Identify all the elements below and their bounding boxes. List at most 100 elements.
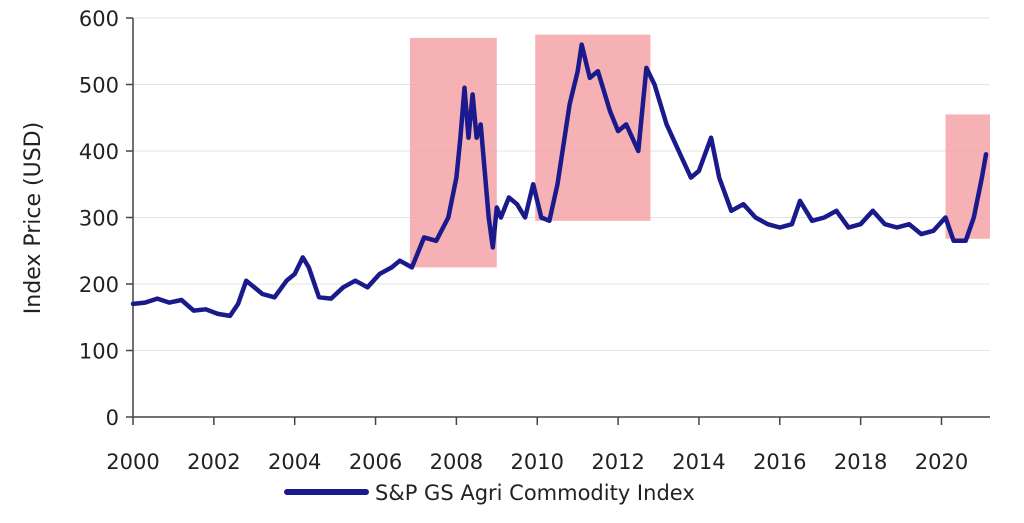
data-point xyxy=(499,215,503,220)
data-point xyxy=(636,149,640,153)
data-point xyxy=(155,297,159,301)
data-point xyxy=(964,239,968,243)
data-point xyxy=(931,229,936,233)
data-point xyxy=(972,215,976,220)
x-tick-labels: 2000 2002 2004 2006 2008 2010 2012 2014 2016 2018… xyxy=(106,450,968,474)
y-tick-label-600: 600 xyxy=(79,7,119,31)
data-point xyxy=(252,285,256,289)
data-point xyxy=(555,182,560,186)
data-point xyxy=(272,295,277,299)
data-point xyxy=(943,215,948,220)
x-tick-label-2008: 2008 xyxy=(430,450,483,474)
axes xyxy=(126,17,990,425)
data-point xyxy=(980,176,984,180)
data-point xyxy=(580,43,584,47)
data-point xyxy=(390,265,394,269)
x-tick-label-2020: 2020 xyxy=(915,450,968,474)
x-tick-label-2016: 2016 xyxy=(753,450,806,474)
data-point xyxy=(984,152,988,156)
series-group xyxy=(130,42,989,319)
data-point xyxy=(596,69,600,73)
data-point xyxy=(523,215,527,220)
data-point xyxy=(216,312,220,316)
data-point xyxy=(846,225,851,230)
data-point xyxy=(588,76,592,80)
y-tick-label-100: 100 xyxy=(79,340,119,364)
data-point xyxy=(717,176,721,180)
y-axis-label: Index Price (USD) xyxy=(21,122,46,314)
data-point xyxy=(341,285,345,289)
x-tick-label-2010: 2010 xyxy=(511,450,564,474)
y-tick-labels: 0 100 200 300 400 500 600 xyxy=(79,7,119,430)
data-point xyxy=(952,239,956,243)
data-point xyxy=(293,272,297,276)
data-point xyxy=(479,122,483,126)
data-point xyxy=(143,301,147,305)
highlight-region-2 xyxy=(535,34,651,221)
data-point xyxy=(608,109,612,113)
data-point xyxy=(458,136,462,140)
data-point xyxy=(531,182,535,186)
data-point xyxy=(285,279,289,283)
data-point xyxy=(244,279,248,283)
data-point xyxy=(260,292,264,296)
x-tick-label-2000: 2000 xyxy=(106,450,159,474)
data-point xyxy=(515,202,519,206)
data-point xyxy=(434,239,438,243)
data-point xyxy=(446,215,450,220)
data-point xyxy=(871,209,875,213)
data-point xyxy=(307,265,311,269)
data-point xyxy=(665,122,669,126)
data-point xyxy=(495,205,499,210)
data-point xyxy=(410,265,414,269)
data-point xyxy=(378,272,382,276)
data-point xyxy=(753,215,758,220)
data-point xyxy=(454,176,458,180)
y-tick-label-400: 400 xyxy=(79,140,119,164)
data-point xyxy=(462,86,467,90)
x-tick-label-2018: 2018 xyxy=(834,450,887,474)
data-point xyxy=(192,309,196,313)
data-point xyxy=(895,225,899,230)
data-point xyxy=(179,298,184,302)
data-point xyxy=(365,285,370,289)
data-point xyxy=(798,199,802,203)
data-point xyxy=(131,302,135,306)
data-point xyxy=(547,219,552,223)
data-point xyxy=(475,136,479,140)
y-tick-label-500: 500 xyxy=(79,74,119,98)
data-point xyxy=(353,279,357,283)
data-point xyxy=(697,169,701,173)
data-point xyxy=(466,136,471,140)
data-point xyxy=(616,129,620,133)
data-point xyxy=(729,209,733,213)
data-point xyxy=(228,314,232,318)
y-tick-label-200: 200 xyxy=(79,273,119,297)
data-point xyxy=(487,215,491,220)
data-point xyxy=(301,255,305,259)
data-point xyxy=(624,122,628,126)
data-point xyxy=(778,225,782,230)
data-point xyxy=(834,209,839,213)
data-point xyxy=(652,82,657,87)
data-point xyxy=(329,297,333,301)
y-tick-label-0: 0 xyxy=(106,406,119,430)
legend-label: S&P GS Agri Commodity Index xyxy=(375,481,695,505)
data-point xyxy=(883,222,887,226)
x-tick-label-2014: 2014 xyxy=(672,450,725,474)
data-point xyxy=(507,195,511,200)
data-point xyxy=(167,301,171,305)
x-tick-label-2006: 2006 xyxy=(349,450,402,474)
data-point xyxy=(677,149,681,153)
data-point xyxy=(422,235,426,239)
data-point xyxy=(822,215,826,220)
data-point xyxy=(576,69,580,73)
data-point xyxy=(204,307,208,311)
data-point xyxy=(766,222,770,226)
data-point xyxy=(471,92,475,97)
data-point xyxy=(919,232,923,236)
data-point xyxy=(859,222,863,226)
data-point xyxy=(568,102,572,106)
data-point xyxy=(907,222,911,226)
